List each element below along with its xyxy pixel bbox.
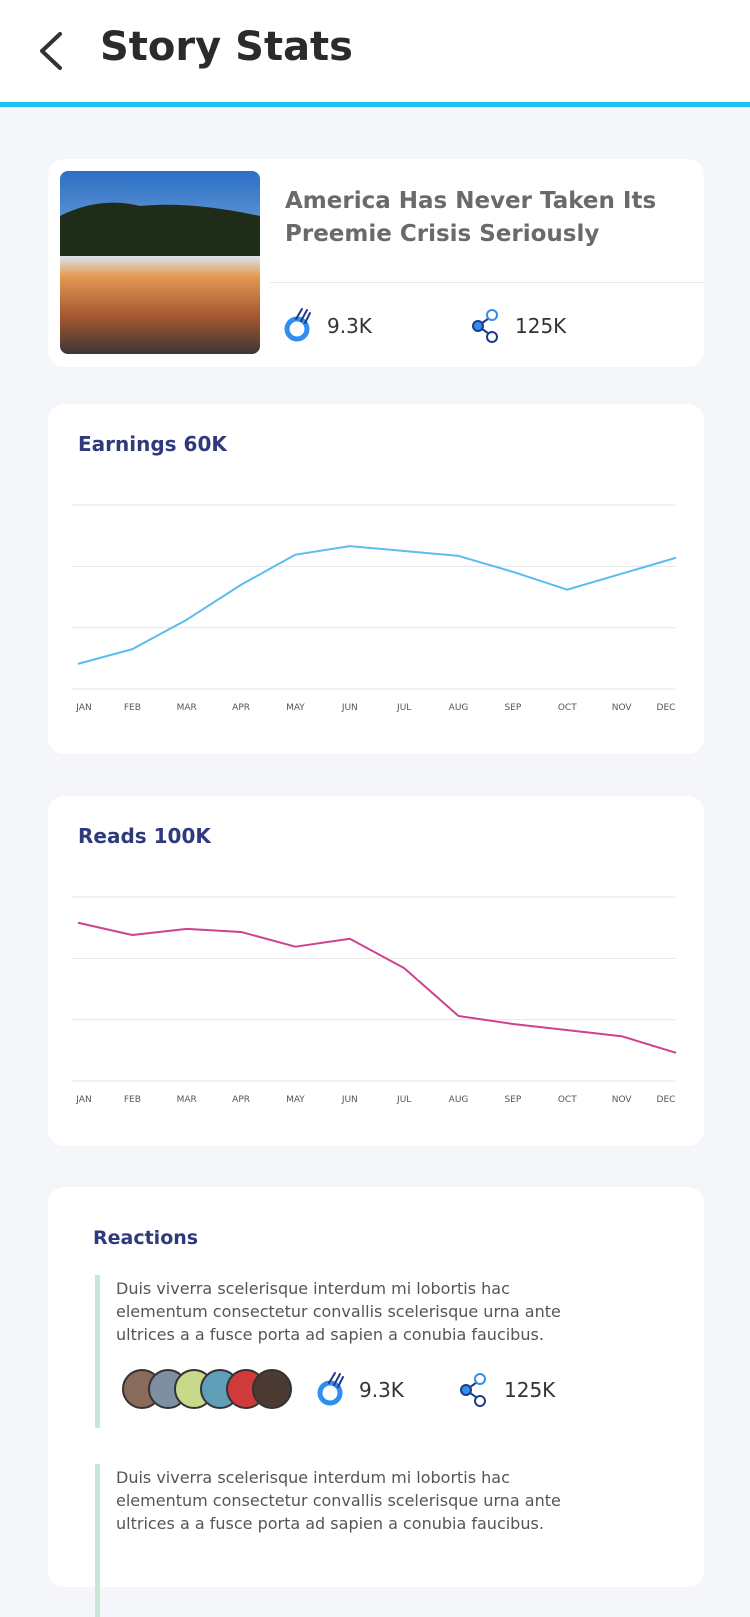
data-line [77,545,677,665]
x-tick-label: JUL [396,703,411,713]
chart-title: Earnings 60K [78,432,228,456]
x-tick-label: AUG [449,703,469,713]
divider [270,282,704,283]
back-button[interactable] [30,28,70,74]
reads-chart: Reads 100K JAN FEB MAR APR MAY JUN JUL AUG SEP OCT… [48,796,704,1146]
data-line [77,921,677,1054]
x-tick-label: MAY [286,1095,305,1105]
reaction-item: Duis viverra scelerisque interdum mi lob… [95,1464,636,1617]
card-bg [48,404,704,754]
x-tick-label: SEP [504,703,521,713]
x-tick-label: APR [232,1095,250,1105]
x-tick-label: FEB [124,1095,141,1105]
x-tick-label: MAY [286,703,305,713]
story-image [60,171,260,354]
x-tick-label: DEC [657,1095,676,1105]
x-tick-label: NOV [612,1095,633,1105]
reaction-text: Duis viverra scelerisque interdum mi lob… [116,1468,561,1533]
chart-title: Reads 100K [78,824,212,848]
x-tick-label: OCT [558,1095,577,1105]
reactions-card: Reactions Duis viverra scelerisque inter… [48,1187,704,1617]
x-tick-label: APR [232,703,250,713]
like-icon [284,308,311,342]
x-tick-label: JAN [75,1095,91,1105]
x-tick-label: NOV [612,703,633,713]
x-tick-label: MAR [177,1095,197,1105]
x-tick-label: MAR [177,703,197,713]
reaction-shares: 125K [504,1378,556,1402]
avatars [122,1369,292,1409]
page-title: Story Stats [100,24,353,70]
like-icon [317,1372,344,1406]
reaction-item: Duis viverra scelerisque interdum mi lob… [95,1275,636,1428]
x-tick-label: JUL [396,1095,411,1105]
x-tick-label: JAN [75,703,91,713]
story-shares: 125K [515,314,567,338]
reaction-likes: 9.3K [359,1378,404,1402]
header: Story Stats [0,0,750,107]
reactions-title: Reactions [93,1227,199,1249]
x-tick-label: OCT [558,703,577,713]
story-card[interactable]: America Has Never Taken Its Preemie Cris… [48,159,704,367]
x-tick-label: FEB [124,703,141,713]
x-tick-label: DEC [657,703,676,713]
card-bg [48,796,704,1146]
x-tick-label: JUN [341,1095,358,1105]
share-icon [460,1373,486,1407]
earnings-chart: Earnings 60K JAN FEB MAR APR MAY JUN JUL AUG SEP O… [48,404,704,754]
story-title: America Has Never Taken Its Preemie Cris… [285,188,657,247]
x-tick-label: AUG [449,1095,469,1105]
reaction-text: Duis viverra scelerisque interdum mi lob… [116,1279,561,1344]
story-likes: 9.3K [327,314,372,338]
x-tick-label: JUN [341,703,358,713]
share-icon [472,309,498,343]
x-tick-label: SEP [504,1095,521,1105]
